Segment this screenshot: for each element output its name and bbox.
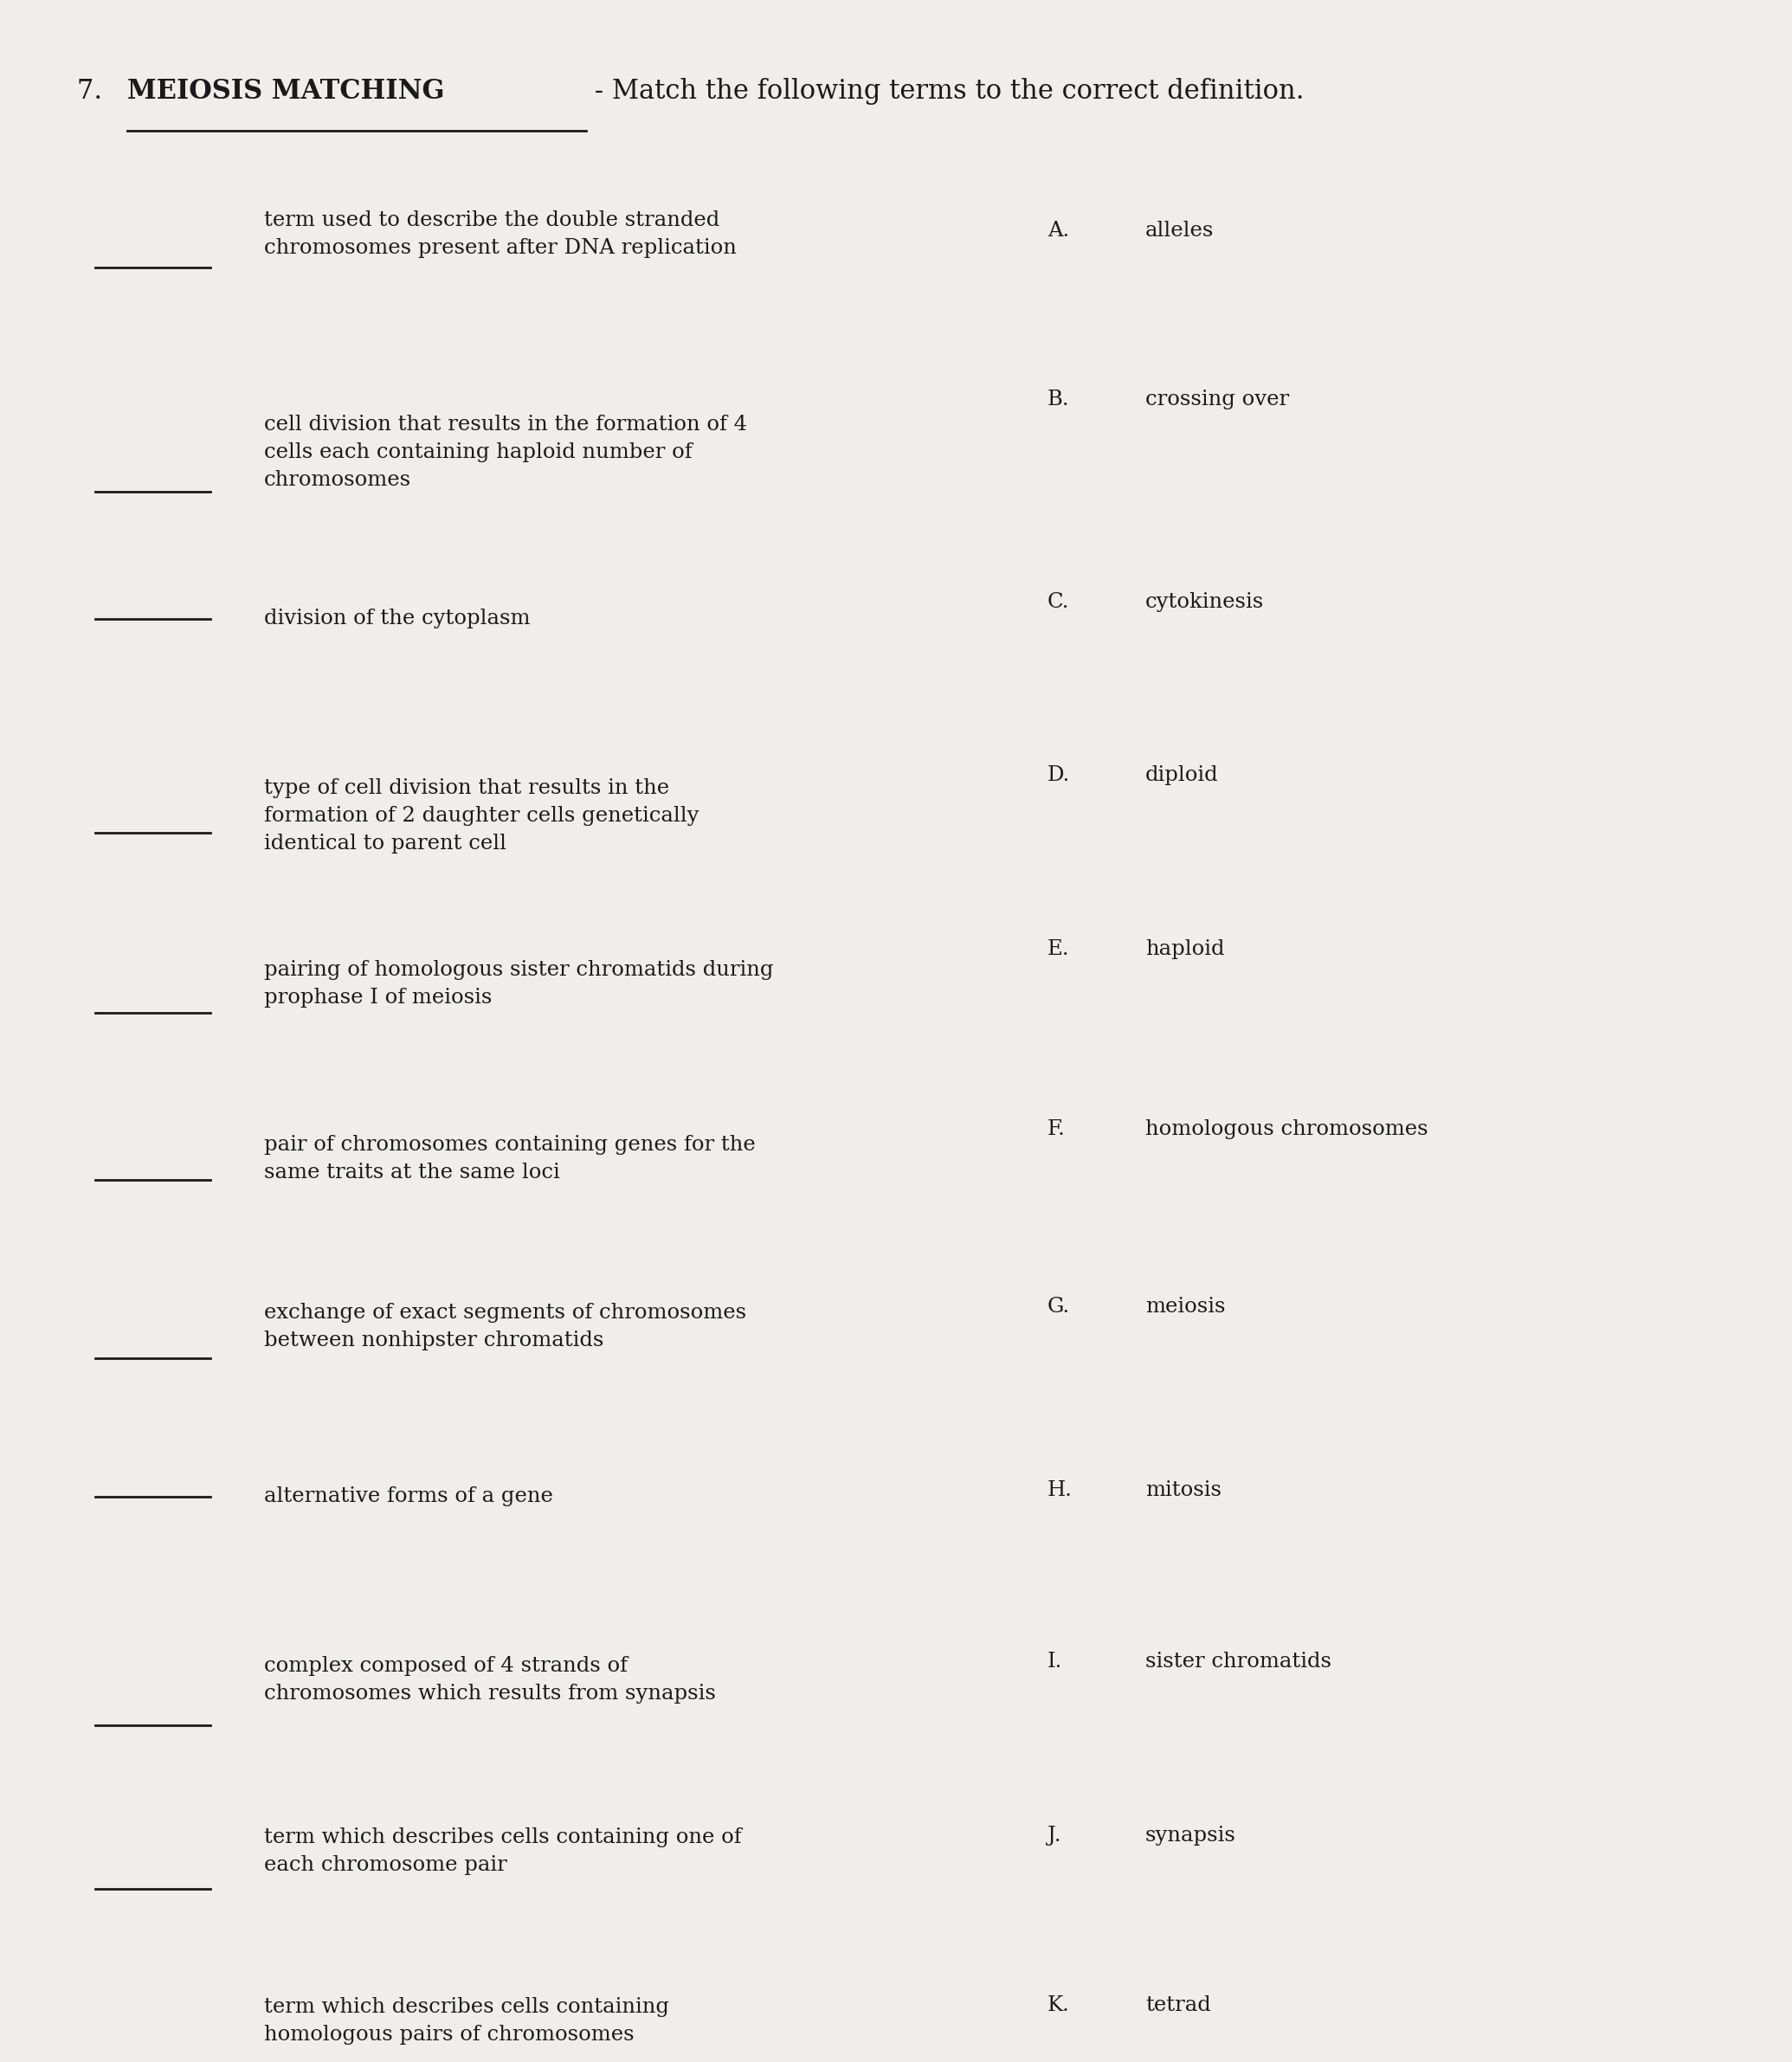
Text: synapsis: synapsis [1145, 1825, 1236, 1845]
Text: K.: K. [1047, 1994, 1070, 2015]
Text: cell division that results in the formation of 4
cells each containing haploid n: cell division that results in the format… [263, 414, 747, 491]
Text: - Match the following terms to the correct definition.: - Match the following terms to the corre… [586, 78, 1305, 105]
Text: type of cell division that results in the
formation of 2 daughter cells genetica: type of cell division that results in th… [263, 777, 699, 854]
Text: pair of chromosomes containing genes for the
same traits at the same loci: pair of chromosomes containing genes for… [263, 1136, 756, 1184]
Text: alleles: alleles [1145, 221, 1213, 241]
Text: division of the cytoplasm: division of the cytoplasm [263, 608, 530, 629]
Text: crossing over: crossing over [1145, 390, 1288, 410]
Text: pairing of homologous sister chromatids during
prophase I of meiosis: pairing of homologous sister chromatids … [263, 959, 774, 1006]
Text: term which describes cells containing
homologous pairs of chromosomes: term which describes cells containing ho… [263, 1996, 668, 2046]
Text: B.: B. [1047, 390, 1070, 410]
Text: term which describes cells containing one of
each chromosome pair: term which describes cells containing on… [263, 1827, 742, 1874]
Text: homologous chromosomes: homologous chromosomes [1145, 1120, 1428, 1138]
Text: I.: I. [1047, 1652, 1063, 1672]
Text: G.: G. [1047, 1297, 1070, 1316]
Text: diploid: diploid [1145, 765, 1219, 786]
Text: A.: A. [1047, 221, 1070, 241]
Text: D.: D. [1047, 765, 1070, 786]
Text: F.: F. [1047, 1120, 1064, 1138]
Text: haploid: haploid [1145, 938, 1224, 959]
Text: exchange of exact segments of chromosomes
between nonhipster chromatids: exchange of exact segments of chromosome… [263, 1303, 747, 1351]
Text: J.: J. [1047, 1825, 1061, 1845]
Text: 7.: 7. [77, 78, 111, 105]
Text: C.: C. [1047, 592, 1070, 612]
Text: complex composed of 4 strands of
chromosomes which results from synapsis: complex composed of 4 strands of chromos… [263, 1656, 715, 1703]
Text: cytokinesis: cytokinesis [1145, 592, 1263, 612]
Text: mitosis: mitosis [1145, 1481, 1222, 1501]
Text: alternative forms of a gene: alternative forms of a gene [263, 1487, 554, 1507]
Text: term used to describe the double stranded
chromosomes present after DNA replicat: term used to describe the double strande… [263, 210, 737, 258]
Text: E.: E. [1047, 938, 1070, 959]
Text: H.: H. [1047, 1481, 1072, 1501]
Text: sister chromatids: sister chromatids [1145, 1652, 1331, 1672]
Text: meiosis: meiosis [1145, 1297, 1226, 1316]
Text: tetrad: tetrad [1145, 1994, 1211, 2015]
Text: MEIOSIS MATCHING: MEIOSIS MATCHING [127, 78, 444, 105]
